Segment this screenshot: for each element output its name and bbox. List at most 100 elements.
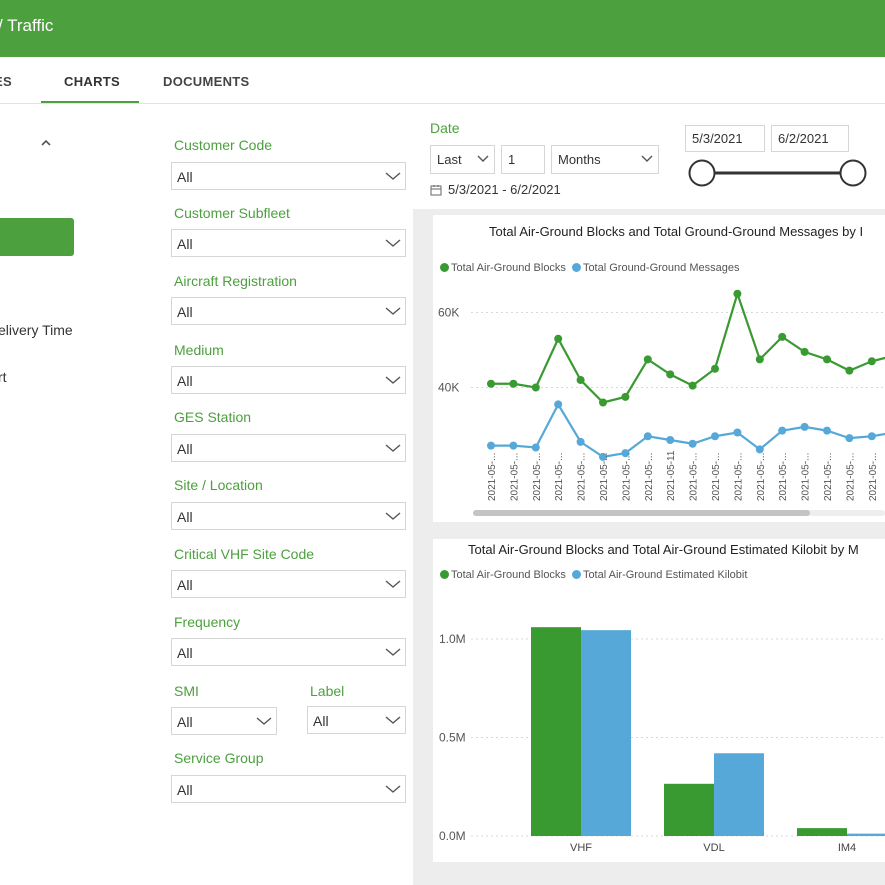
label-filter-label: Label [310,683,345,699]
data-point[interactable] [688,381,697,390]
bar-chart-plot: 0.0M 0.5M 1.0M VHF VDL IM4 [439,627,885,854]
legend-dot-air-ground [440,263,449,272]
y-tick-label: 40K [438,381,459,395]
x-tick-label: 2021-05-... [599,453,610,501]
data-point[interactable] [599,452,607,461]
data-point[interactable] [778,426,787,435]
bar[interactable] [581,630,631,836]
data-point[interactable] [666,370,675,379]
tab-charts[interactable]: CHARTS [64,74,120,89]
data-point[interactable] [823,426,831,435]
legend-ground-ground-messages: Total Ground-Ground Messages [582,262,740,274]
data-point[interactable] [755,355,764,364]
active-tab-indicator [41,101,139,103]
data-point[interactable] [621,449,630,458]
x-tick-label: 2021-05-... [554,453,565,501]
menu-item-delivery-time[interactable]: elivery Time [0,322,73,338]
data-point[interactable] [711,432,719,441]
data-point[interactable] [778,332,787,341]
data-point[interactable] [576,437,585,446]
slider-start-handle[interactable] [688,159,716,187]
label-filter-select[interactable]: All [307,706,406,734]
data-point[interactable] [576,376,585,384]
critical-vhf-select[interactable]: All [171,570,406,598]
series-line-0 [491,290,885,404]
data-point[interactable] [800,422,809,431]
data-point[interactable] [711,364,719,373]
tab-bar: ES CHARTS DOCUMENTS [0,57,885,104]
date-range-text: 5/3/2021 - 6/2/2021 [448,182,561,197]
date-count-input[interactable]: 1 [501,145,545,174]
menu-action-button[interactable] [0,218,74,256]
menu-item-report[interactable]: rt [0,369,7,385]
date-mode-select[interactable]: Last [430,145,495,174]
data-point[interactable] [643,432,652,441]
horizontal-scrollbar[interactable] [473,510,810,516]
data-point[interactable] [867,432,876,441]
frequency-select[interactable]: All [171,638,406,666]
legend-estimated-kilobit: Total Air-Ground Estimated Kilobit [582,569,748,581]
data-point[interactable] [688,439,697,448]
legend-dot-kilobit [571,570,581,579]
x-tick-label: 2021-05-... [711,453,722,501]
tab-pages[interactable]: ES [0,74,12,89]
data-point[interactable] [554,334,563,343]
data-point[interactable] [733,428,742,437]
x-tick-label: 2021-05-... [868,453,879,501]
data-point[interactable] [487,379,495,388]
data-point[interactable] [845,434,854,443]
data-point[interactable] [621,392,630,401]
chevron-down-icon [385,512,401,520]
slider-end-handle[interactable] [839,159,867,187]
data-point[interactable] [666,436,675,444]
data-point[interactable] [755,445,764,454]
x-tick-label: 2021-05-... [644,453,655,501]
aircraft-registration-select[interactable]: All [171,297,406,325]
data-point[interactable] [531,443,540,452]
line-chart-title: Total Air-Ground Blocks and Total Ground… [489,224,864,239]
ges-station-select[interactable]: All [171,434,406,462]
data-point[interactable] [599,398,607,407]
customer-subfleet-select[interactable]: All [171,229,406,257]
service-group-select[interactable]: All [171,775,406,803]
y-tick-label: 60K [438,306,459,320]
x-category-label: VHF [570,842,592,854]
frequency-label: Frequency [174,614,241,630]
bar[interactable] [847,833,885,836]
tab-documents[interactable]: DOCUMENTS [163,74,250,89]
data-point[interactable] [800,347,809,356]
date-unit-select[interactable]: Months [551,145,659,174]
data-point[interactable] [487,441,495,450]
smi-select[interactable]: All [171,707,277,735]
chevron-down-icon [477,155,489,162]
calendar-icon [430,185,442,196]
data-point[interactable] [643,355,652,364]
end-date-input[interactable]: 6/2/2021 [771,125,849,152]
chevron-up-icon[interactable] [40,137,52,149]
bar[interactable] [664,783,714,836]
data-point[interactable] [509,379,518,388]
y-tick-label: 0.0M [439,829,466,843]
data-point[interactable] [867,357,876,366]
medium-select[interactable]: All [171,366,406,394]
app-header: / Traffic [0,0,885,57]
chevron-down-icon [385,376,401,384]
y-tick-label: 1.0M [439,632,466,646]
data-point[interactable] [509,441,518,450]
x-tick-label: 2021-05-... [532,453,543,501]
data-point[interactable] [845,366,854,375]
bar[interactable] [531,627,581,836]
medium-label: Medium [174,342,224,358]
data-point[interactable] [823,355,831,364]
bar[interactable] [797,828,847,836]
site-location-select[interactable]: All [171,502,406,530]
bar[interactable] [714,753,764,836]
data-point[interactable] [531,383,540,392]
customer-code-select[interactable]: All [171,162,406,190]
data-point[interactable] [733,289,742,298]
legend-dot-ground-ground [571,263,581,272]
date-range-slider[interactable] [685,156,870,190]
page-title: / Traffic [0,16,54,35]
data-point[interactable] [554,400,563,409]
start-date-input[interactable]: 5/3/2021 [685,125,765,152]
